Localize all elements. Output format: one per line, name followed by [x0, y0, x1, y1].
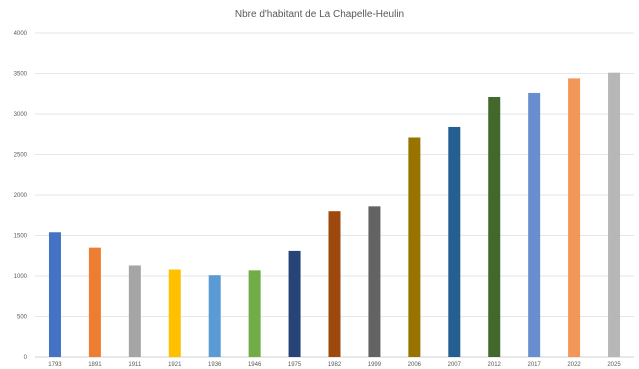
y-tick-label: 3000: [14, 112, 28, 118]
x-tick-label-1793: 1793: [48, 362, 62, 368]
bar-2012: [488, 96, 501, 358]
y-tick-label: 2000: [14, 193, 28, 199]
x-tick-label-1982: 1982: [328, 362, 342, 368]
x-tick-label-2022: 2022: [567, 362, 581, 368]
chart-title: Nbre d'habitant de La Chapelle-Heulin: [234, 9, 405, 20]
bar-1921: [168, 269, 181, 357]
x-axis-tick-labels: 1793 1891 1911 1921 1936 1946 1975 1982 1999 2006…: [48, 362, 621, 368]
x-tick-label-1891: 1891: [88, 362, 102, 368]
bar-1936: [208, 275, 221, 357]
y-tick-label: 0: [24, 355, 28, 361]
x-tick-label-1921: 1921: [168, 362, 182, 368]
bar-2017: [528, 92, 541, 357]
x-tick-label-2017: 2017: [527, 362, 541, 368]
bar-1891: [88, 247, 101, 357]
y-tick-label: 2500: [14, 153, 28, 159]
x-tick-label-1946: 1946: [248, 362, 262, 368]
y-tick-label: 3500: [14, 72, 28, 78]
bar-1975: [288, 250, 301, 357]
bar-2022: [568, 78, 581, 358]
bar-1793: [48, 232, 61, 357]
x-tick-label-1975: 1975: [288, 362, 302, 368]
bar-2006: [408, 137, 421, 357]
x-tick-label-2025: 2025: [607, 362, 621, 368]
y-tick-label: 4000: [14, 31, 28, 37]
bars: [48, 72, 621, 358]
bar-1911: [128, 265, 141, 357]
bar-1999: [368, 206, 381, 357]
x-tick-label-1911: 1911: [128, 362, 142, 368]
bar-1946: [248, 270, 261, 357]
bar-2007: [448, 126, 461, 358]
y-axis-tick-labels: 0 500 1000 1500 2000 2500 3000 3500 4000: [14, 31, 28, 361]
y-tick-label: 500: [17, 315, 28, 321]
x-tick-label-2007: 2007: [448, 362, 462, 368]
x-tick-label-1999: 1999: [368, 362, 382, 368]
y-tick-label: 1000: [14, 274, 28, 280]
bar-1982: [328, 211, 341, 357]
x-tick-label-1936: 1936: [208, 362, 222, 368]
x-tick-label-2012: 2012: [488, 362, 502, 368]
y-tick-label: 1500: [14, 234, 28, 240]
x-tick-label-2006: 2006: [408, 362, 422, 368]
bar-2025: [608, 72, 621, 357]
